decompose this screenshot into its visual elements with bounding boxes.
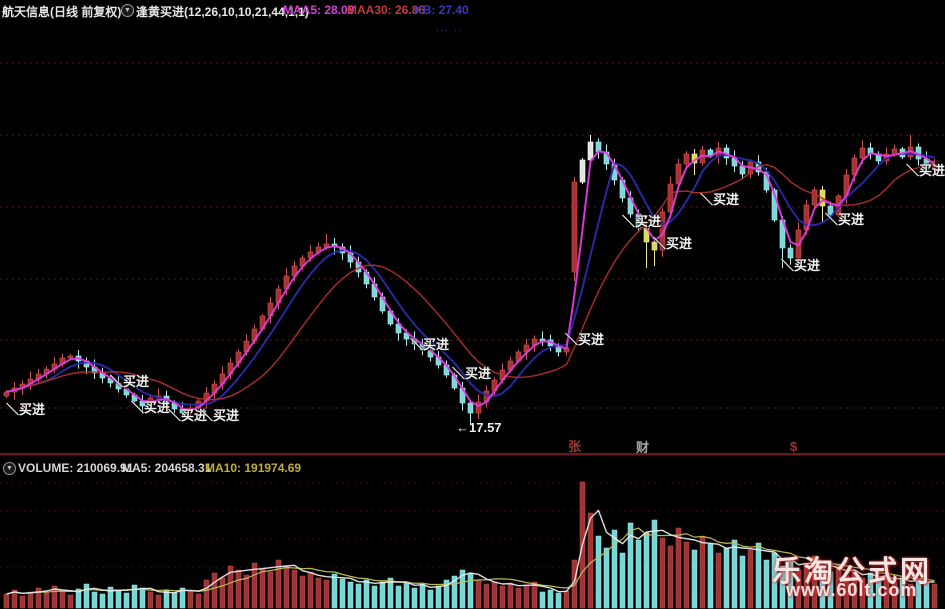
buy-signal-label: ＼买进 [906, 163, 945, 178]
buy-signal-label: ＼买进 [410, 337, 450, 352]
stock-title: 航天信息(日线 前复权) [2, 5, 122, 19]
buy-signal-label: ＼买进 [781, 258, 821, 273]
buy-signal-label: ＼买进 [622, 214, 662, 229]
buy-signal-label: ＼买进 [110, 374, 150, 389]
buy-signal-label: ＼买进 [653, 236, 693, 251]
kb-value: KB: 27.40 [414, 3, 469, 17]
indicator-title: 逢黄买进(12,26,10,10,21,44,1,1) [136, 5, 309, 19]
stray-watermark-glyph: 财 [636, 440, 650, 455]
buy-signal-label: ＼买进 [565, 332, 605, 347]
low-price-annotation: ←17.57 [456, 420, 502, 435]
buy-signal-label: ＼买进 [700, 192, 740, 207]
pixel-artifact-dots: ··· ·· [436, 26, 464, 35]
volume-collapse-icon[interactable]: ▼ [3, 462, 16, 475]
buy-signal-label: ＼买进 [6, 402, 46, 417]
watermark-url: www.60lt.com [786, 580, 918, 600]
stray-watermark-glyph: 张 [568, 439, 582, 454]
volume-ma10-value: MA10: 191974.69 [205, 461, 302, 475]
buy-signal-label: ＼买进 [452, 366, 492, 381]
buy-signal-label: ＼买进 [131, 400, 171, 415]
buy-signal-label: ＼买进 [168, 408, 208, 423]
buy-signal-label: ＼买进 [825, 212, 865, 227]
buy-signal-label: ＼买进 [200, 408, 240, 423]
watermark-site: 乐淘公式网 [772, 556, 933, 588]
indicator-collapse-icon[interactable]: ▼ [121, 4, 134, 17]
maa5-value: MAA5: 28.09 [283, 3, 355, 17]
volume-ma5-value: MA5: 204658.31 [122, 461, 212, 475]
stray-watermark-glyph: $ [790, 439, 798, 454]
maa30-value: MAA30: 26.86 [347, 3, 426, 17]
pane-divider [0, 453, 945, 456]
volume-value: VOLUME: 210069.91 [18, 461, 134, 475]
